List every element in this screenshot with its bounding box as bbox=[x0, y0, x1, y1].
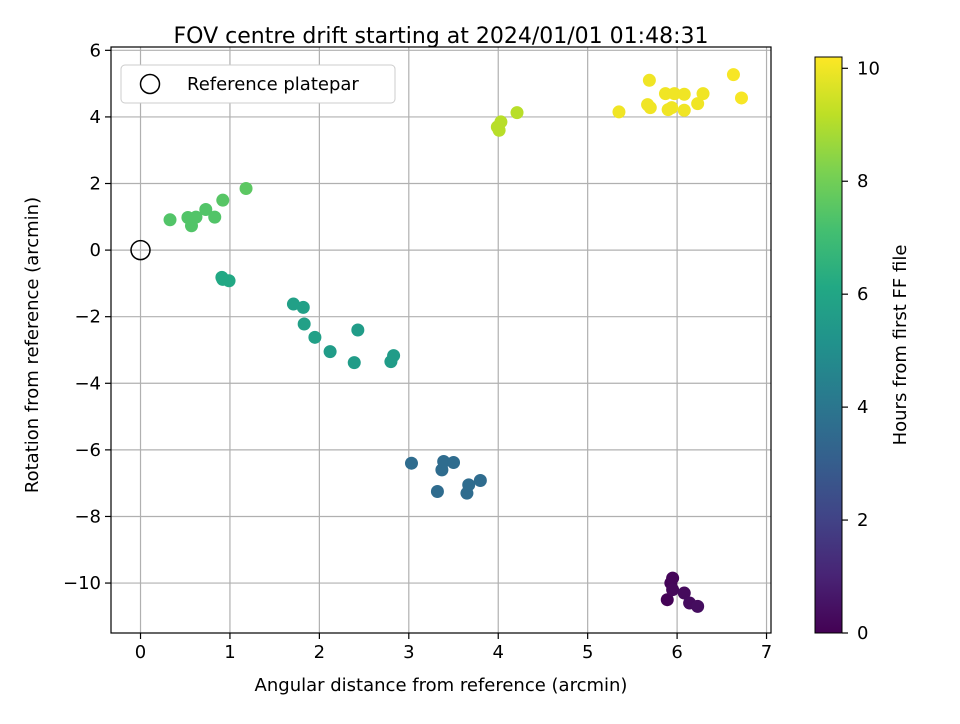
x-tick-label: 0 bbox=[135, 642, 146, 663]
scatter-point bbox=[658, 87, 672, 101]
scatter-point bbox=[691, 599, 705, 613]
data-points bbox=[130, 68, 748, 613]
colorbar-tick-label: 4 bbox=[857, 397, 868, 418]
scatter-point bbox=[351, 323, 365, 337]
y-tick-label: −4 bbox=[74, 373, 101, 394]
scatter-point bbox=[660, 593, 674, 607]
scatter-point bbox=[510, 106, 524, 120]
scatter-point bbox=[296, 300, 310, 314]
colorbar-tick-label: 10 bbox=[857, 58, 880, 79]
scatter-point bbox=[189, 210, 203, 224]
x-tick-label: 3 bbox=[403, 642, 414, 663]
scatter-point bbox=[734, 91, 748, 105]
y-tick-label: −10 bbox=[63, 573, 101, 594]
y-tick-label: 6 bbox=[90, 40, 101, 61]
scatter-point bbox=[297, 317, 311, 331]
x-tick-label: 4 bbox=[493, 642, 504, 663]
scatter-point bbox=[494, 115, 508, 129]
y-tick-label: −2 bbox=[74, 307, 101, 328]
scatter-point bbox=[726, 68, 740, 82]
scatter-point bbox=[404, 456, 418, 470]
scatter-point bbox=[323, 345, 337, 359]
y-axis-label: Rotation from reference (arcmin) bbox=[22, 197, 43, 493]
colorbar-tick-label: 6 bbox=[857, 284, 868, 305]
legend-box bbox=[120, 64, 396, 104]
chart-title: FOV centre drift starting at 2024/01/01 … bbox=[174, 24, 709, 49]
scatter-point bbox=[308, 330, 322, 344]
y-tick-label: 0 bbox=[90, 240, 101, 261]
scatter-point bbox=[667, 87, 681, 101]
grid-lines bbox=[111, 47, 771, 633]
y-tick-label: −8 bbox=[74, 506, 101, 527]
scatter-point bbox=[437, 455, 451, 469]
y-tick-label: 2 bbox=[90, 174, 101, 195]
scatter-point bbox=[612, 105, 626, 119]
colorbar-label: Hours from first FF file bbox=[890, 245, 911, 446]
x-tick-label: 5 bbox=[582, 642, 593, 663]
scatter-point bbox=[696, 87, 710, 101]
scatter-point bbox=[462, 478, 476, 492]
y-tick-label: −6 bbox=[74, 440, 101, 461]
legend: Reference platepar bbox=[120, 64, 396, 104]
x-tick-label: 7 bbox=[761, 642, 772, 663]
axis-ticks: 0 1 2 3 4 5 6 7 −10 −8 −6 −4 −2 0 2 4 6 bbox=[63, 40, 772, 663]
colorbar-tick-label: 8 bbox=[857, 171, 868, 192]
scatter-point bbox=[473, 474, 487, 488]
scatter-point bbox=[163, 213, 177, 227]
scatter-point bbox=[677, 87, 691, 101]
scatter-point bbox=[216, 193, 230, 207]
scatter-point bbox=[665, 101, 679, 115]
legend-label: Reference platepar bbox=[187, 74, 359, 95]
scatter-point bbox=[642, 73, 656, 87]
scatter-point bbox=[677, 586, 691, 600]
colorbar-tick-label: 0 bbox=[857, 623, 868, 644]
scatter-point bbox=[199, 202, 213, 216]
scatter-point bbox=[666, 583, 680, 597]
scatter-point bbox=[387, 349, 401, 363]
scatter-point bbox=[222, 274, 236, 288]
scatter-point bbox=[286, 297, 300, 311]
y-tick-label: 4 bbox=[90, 107, 101, 128]
scatter-point bbox=[208, 210, 222, 224]
colorbar-ticks: 0 2 4 6 8 10 bbox=[842, 58, 880, 644]
scatter-point bbox=[643, 101, 657, 115]
scatter-point bbox=[347, 356, 361, 370]
legend-marker bbox=[139, 73, 161, 95]
x-axis-label: Angular distance from reference (arcmin) bbox=[255, 675, 628, 696]
scatter-point bbox=[666, 571, 680, 585]
scatter-point bbox=[447, 456, 461, 470]
reference-point bbox=[130, 239, 151, 261]
plot-frame bbox=[110, 46, 772, 634]
colorbar-tick-label: 2 bbox=[857, 510, 868, 531]
colorbar: 0 2 4 6 8 10 Hours from first FF file bbox=[814, 56, 911, 644]
x-tick-label: 6 bbox=[671, 642, 682, 663]
scatter-point bbox=[430, 484, 444, 498]
scatter-point bbox=[239, 182, 253, 196]
colorbar-gradient bbox=[814, 56, 843, 634]
x-tick-label: 1 bbox=[224, 642, 235, 663]
scatter-point bbox=[691, 97, 705, 111]
x-tick-label: 2 bbox=[314, 642, 325, 663]
scatter-point bbox=[677, 103, 691, 117]
